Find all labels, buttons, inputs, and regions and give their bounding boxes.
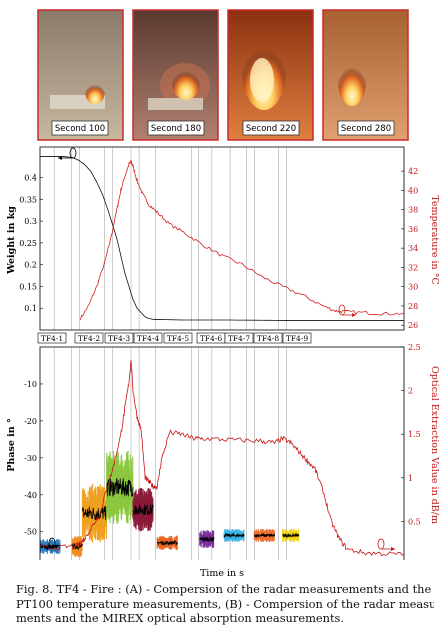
chart-b-ylabel: Phase in °: [6, 418, 17, 471]
test-label: TF4-2: [78, 334, 101, 343]
phase-mean-line: [223, 532, 245, 539]
photo-second-100: Second 100: [37, 9, 124, 141]
chart-b-xlabel: Time in s: [199, 568, 245, 579]
y-tick-label: 0.15: [19, 282, 37, 291]
chart-b-y2label: Optical Extraction Value in dB/m: [429, 366, 440, 524]
y-tick-label: -40: [24, 491, 37, 500]
y2-tick-label: 1.5: [408, 430, 421, 439]
test-label-box: [133, 332, 163, 344]
optical-extraction-line: [40, 360, 404, 557]
test-label: TF4-1: [41, 334, 63, 343]
test-label: TF4-5: [167, 334, 190, 343]
test-label: TF4-7: [228, 334, 251, 343]
y2-tick-label: 28: [408, 302, 418, 311]
phase-segment-tf4-4: [106, 450, 134, 524]
phase-segment-tf4-1: [40, 539, 61, 554]
photo-second-280: Second 280: [322, 9, 409, 141]
test-label: TF4-9: [286, 334, 309, 343]
chart-a-frame: [39, 146, 405, 331]
phase-segment-tf4-7: [199, 530, 215, 549]
test-label-box: [224, 332, 254, 344]
chart-b: -50-40-30-20-10 0.511.522.5 010020030040…: [6, 343, 440, 560]
photo-second-180: Second 180: [132, 9, 219, 141]
chart-b-y-axis: -50 -40 -30 -20 -10: [24, 380, 43, 537]
y2-tick-label: 30: [408, 283, 418, 292]
y2-tick-label: 26: [408, 321, 418, 330]
test-label: TF4-3: [108, 334, 131, 343]
y-tick-label: 0.25: [19, 239, 37, 248]
figure: Second 100 Second 180 Second 220 Second …: [6, 9, 440, 560]
chart-b-frame: [39, 346, 405, 560]
phase-segment-tf4-3: [81, 483, 108, 543]
chart-b-y2-axis: 0.5 1 1.5 2 2.5: [401, 343, 421, 526]
test-label-box: [37, 332, 67, 344]
photo-label: Second 100: [55, 124, 105, 134]
phase-mean-line: [132, 504, 154, 516]
y-tick-label: 0.4: [24, 174, 37, 183]
photo-label: Second 180: [151, 124, 201, 134]
temperature-line: [80, 159, 404, 321]
y2-tick-label: 34: [408, 244, 418, 253]
chart-a-y-axis: 0.1 0.15 0.2 0.25 0.3 0.35 0.4: [19, 174, 43, 313]
chart-a-y2label: Temperature in °C: [429, 195, 440, 284]
phase-segment-tf4-8: [223, 528, 245, 543]
phase-mean-line: [254, 532, 275, 538]
y-tick-label: -20: [24, 417, 37, 426]
y-tick-label: 0.1: [24, 304, 37, 313]
phase-axis-marker: [44, 537, 56, 550]
temperature-axis-marker: [338, 304, 356, 317]
test-label: TF4-4: [137, 334, 160, 343]
test-boundary-lines: [53, 147, 287, 330]
phase-mean-line: [156, 540, 178, 547]
photo-second-220: Second 220: [227, 9, 314, 141]
y-tick-label: -50: [24, 528, 37, 537]
caption-line-2: PT100 temperature measurements, (B) - Co…: [16, 596, 434, 611]
phase-mean-line: [106, 478, 134, 497]
phase-mean-line: [199, 535, 215, 543]
y2-tick-label: 2: [408, 387, 413, 396]
optical-axis-marker: [377, 538, 395, 551]
phase-segment-tf4-10: [282, 528, 300, 543]
test-labels: TF4-1 TF4-2 TF4-3 TF4-4 TF4-5 TF4-6 TF4-7 TF4-8…: [37, 332, 312, 344]
phase-segment-tf4-9: [253, 528, 275, 543]
y2-tick-label: 36: [408, 225, 418, 234]
chart-b-xlabel-box: Time in s: [192, 568, 252, 579]
y2-tick-label: 1: [408, 474, 413, 483]
y-tick-label: -30: [24, 454, 37, 463]
weight-axis-marker: [58, 147, 77, 160]
chart-a-y2-axis: 26 28 30 32 34 36 38 40 42: [401, 167, 418, 330]
y2-tick-label: 38: [408, 206, 418, 215]
phase-mean-line: [282, 532, 300, 539]
chart-a-ylabel: Weight in kg: [6, 206, 17, 275]
y2-tick-label: 32: [408, 263, 418, 272]
test-label-box: [282, 332, 312, 344]
chart-a-series: [40, 156, 404, 321]
y2-tick-label: 0.5: [408, 517, 421, 526]
test-label-box: [163, 332, 193, 344]
y2-tick-label: 42: [408, 167, 418, 176]
photo-label: Second 280: [341, 124, 391, 134]
y-tick-label: 0.2: [24, 261, 37, 270]
y-tick-label: 0.3: [24, 217, 37, 226]
phase-segment-tf4-6: [156, 535, 178, 551]
y2-tick-label: 2.5: [408, 343, 421, 352]
test-label-box: [104, 332, 134, 344]
caption-line-3: ments and the MIREX optical absorption m…: [16, 611, 345, 625]
test-label: TF4-8: [257, 334, 280, 343]
photo-label: Second 220: [246, 124, 296, 134]
y-tick-label: 0.35: [19, 195, 37, 204]
weight-line: [40, 156, 404, 321]
test-label-box: [253, 332, 283, 344]
phase-mean-line: [82, 505, 108, 521]
test-label: TF4-6: [200, 334, 223, 343]
test-label-box: [74, 332, 104, 344]
y2-tick-label: 40: [408, 186, 418, 195]
caption-line-1: Fig. 8. TF4 - Fire : (A) - Compersion of…: [16, 582, 432, 596]
figure-caption: Fig. 8. TF4 - Fire : (A) - Compersion of…: [16, 582, 434, 626]
y-tick-label: -10: [24, 380, 37, 389]
phase-segment-tf4-5: [132, 487, 154, 532]
chart-a: 0.1 0.15 0.2 0.25 0.3 0.35 0.4 26 28 30 32 34 36 38 4…: [6, 146, 440, 344]
chart-b-series: [40, 360, 404, 557]
